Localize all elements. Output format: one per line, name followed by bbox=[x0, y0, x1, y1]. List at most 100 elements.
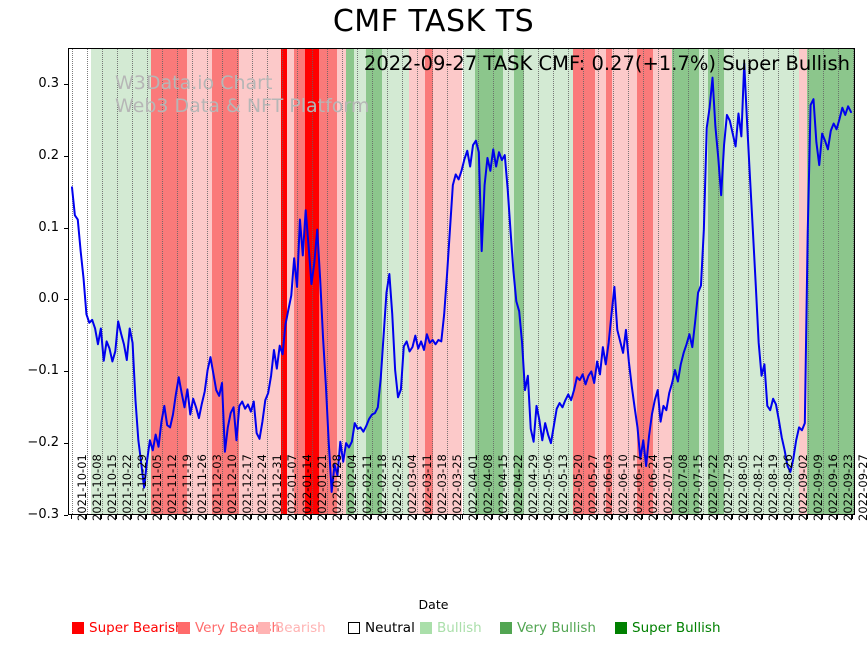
regime-band bbox=[212, 49, 239, 514]
x-tick-label: 2022-02-25 bbox=[390, 454, 405, 521]
gridline bbox=[207, 49, 209, 514]
x-tick-label: 2022-06-03 bbox=[600, 454, 615, 521]
page-title: CMF TASK TS bbox=[332, 4, 535, 39]
x-tick-mark bbox=[161, 515, 163, 519]
x-tick-mark bbox=[431, 515, 433, 519]
x-tick-label: 2022-07-29 bbox=[720, 454, 735, 521]
x-tick-mark bbox=[656, 515, 658, 519]
x-tick-mark bbox=[716, 515, 718, 519]
legend-swatch-icon bbox=[178, 622, 190, 634]
legend-item-bearish[interactable]: Bearish bbox=[258, 620, 326, 636]
x-tick-label: 2022-07-01 bbox=[660, 454, 675, 521]
gridline bbox=[807, 49, 809, 514]
x-tick-mark bbox=[852, 515, 853, 519]
legend-item-very-bullish[interactable]: Very Bullish bbox=[500, 620, 596, 636]
x-tick-mark bbox=[761, 515, 763, 519]
x-tick-mark bbox=[416, 515, 418, 519]
legend-swatch-icon bbox=[72, 622, 84, 634]
x-tick-label: 2021-11-05 bbox=[150, 454, 165, 521]
gridline bbox=[372, 49, 374, 514]
y-tick-label: 0.0 bbox=[38, 291, 59, 307]
legend-item-bullish[interactable]: Bullish bbox=[420, 620, 482, 636]
regime-band bbox=[424, 49, 433, 514]
y-tick-mark bbox=[64, 83, 68, 85]
y-tick-mark bbox=[64, 155, 68, 157]
y-tick-mark bbox=[64, 227, 68, 229]
x-tick-mark bbox=[266, 515, 268, 519]
gridline bbox=[702, 49, 704, 514]
regime-band bbox=[671, 49, 699, 514]
legend: Super Bearish Very Bearish Bearish Neutral B… bbox=[0, 620, 867, 642]
x-tick-mark bbox=[641, 515, 643, 519]
x-tick-label: 2022-06-24 bbox=[645, 454, 660, 521]
x-tick-mark bbox=[521, 515, 523, 519]
x-tick-label: 2022-05-13 bbox=[555, 454, 570, 521]
x-tick-label: 2022-01-21 bbox=[315, 454, 330, 521]
gridline bbox=[642, 49, 644, 514]
x-tick-mark bbox=[401, 515, 403, 519]
gridline bbox=[777, 49, 779, 514]
regime-band bbox=[69, 49, 92, 514]
gridline bbox=[552, 49, 554, 514]
regime-band bbox=[514, 49, 524, 514]
x-tick-mark bbox=[581, 515, 583, 519]
x-tick-label: 2021-11-12 bbox=[165, 454, 180, 521]
gridline bbox=[687, 49, 689, 514]
x-tick-mark bbox=[386, 515, 388, 519]
legend-item-super-bearish[interactable]: Super Bearish bbox=[72, 620, 184, 636]
regime-band bbox=[594, 49, 606, 514]
x-tick-label: 2022-02-11 bbox=[360, 454, 375, 521]
regime-band bbox=[572, 49, 595, 514]
x-tick-label: 2022-03-25 bbox=[450, 454, 465, 521]
regime-band bbox=[462, 49, 476, 514]
x-tick-label: 2022-09-02 bbox=[795, 454, 810, 521]
x-tick-mark bbox=[626, 515, 628, 519]
gridline bbox=[342, 49, 344, 514]
legend-label: Super Bullish bbox=[632, 620, 721, 636]
x-tick-label: 2022-08-26 bbox=[780, 454, 795, 521]
x-tick-label: 2022-07-15 bbox=[690, 454, 705, 521]
x-tick-mark bbox=[86, 515, 88, 519]
gridline bbox=[762, 49, 764, 514]
gridline bbox=[432, 49, 434, 514]
x-tick-label: 2022-02-04 bbox=[345, 454, 360, 521]
x-tick-mark bbox=[71, 515, 72, 519]
x-tick-label: 2022-03-04 bbox=[405, 454, 420, 521]
legend-item-super-bullish[interactable]: Super Bullish bbox=[615, 620, 721, 636]
x-tick-mark bbox=[206, 515, 208, 519]
regime-band bbox=[382, 49, 409, 514]
gridline bbox=[537, 49, 539, 514]
x-tick-mark bbox=[791, 515, 793, 519]
gridline bbox=[102, 49, 104, 514]
gridline bbox=[132, 49, 134, 514]
gridline bbox=[267, 49, 269, 514]
gridline bbox=[117, 49, 119, 514]
gridline bbox=[522, 49, 524, 514]
gridline bbox=[462, 49, 464, 514]
x-tick-mark bbox=[731, 515, 733, 519]
regime-band bbox=[336, 49, 347, 514]
x-axis-label: Date bbox=[418, 597, 449, 612]
x-tick-mark bbox=[686, 515, 688, 519]
x-tick-label: 2022-08-19 bbox=[765, 454, 780, 521]
gridline bbox=[222, 49, 224, 514]
x-tick-label: 2022-04-01 bbox=[465, 454, 480, 521]
x-tick-mark bbox=[101, 515, 103, 519]
x-tick-mark bbox=[371, 515, 373, 519]
gridline bbox=[357, 49, 359, 514]
x-tick-mark bbox=[476, 515, 478, 519]
regime-background-bands bbox=[69, 49, 854, 514]
regime-band bbox=[281, 49, 287, 514]
x-tick-label: 2022-09-23 bbox=[840, 454, 855, 521]
x-tick-label: 2021-11-19 bbox=[180, 454, 195, 521]
x-tick-mark bbox=[746, 515, 748, 519]
x-tick-label: 2021-10-22 bbox=[120, 454, 135, 521]
x-tick-mark bbox=[281, 515, 283, 519]
legend-item-neutral[interactable]: Neutral bbox=[348, 620, 415, 636]
x-tick-mark bbox=[311, 515, 313, 519]
gridline bbox=[282, 49, 284, 514]
cmf-line-series bbox=[70, 62, 852, 493]
x-tick-mark bbox=[596, 515, 598, 519]
x-tick-label: 2022-01-28 bbox=[330, 454, 345, 521]
